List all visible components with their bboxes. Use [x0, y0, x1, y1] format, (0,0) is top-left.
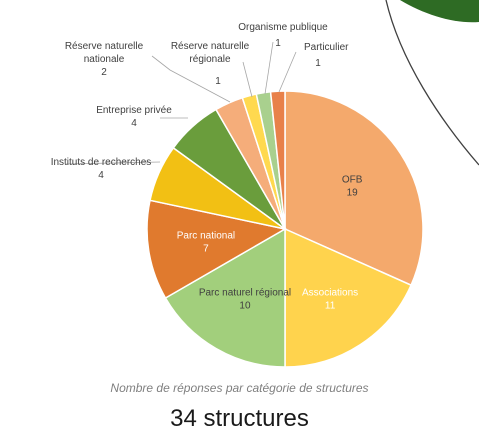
decorative-arc — [385, 0, 479, 166]
slice-value-instituts-de-recherches: 4 — [98, 170, 104, 181]
leader-line-reserve-naturelle-regionale — [242, 61, 253, 98]
slice-label-instituts-de-recherches: Instituts de recherches — [51, 157, 152, 168]
slice-value-reserve-naturelle-regionale: 1 — [215, 76, 221, 87]
leader-line-reserve-naturelle-nationale — [151, 55, 231, 103]
pie-slice-parc-naturel-regional — [164, 227, 286, 368]
total-label: structures — [203, 405, 309, 432]
slice-label-reserve-naturelle-regionale-line-1: Réserve naturelle — [171, 41, 250, 52]
slice-label-reserve-naturelle-nationale-line-2: nationale — [84, 54, 125, 65]
leader-line-instituts-de-recherches — [65, 161, 161, 165]
pie-slice-parc-national — [146, 199, 288, 300]
slice-label-entreprise-privee: Entreprise privée — [96, 105, 172, 116]
pie-slice-ofb — [284, 90, 424, 287]
slice-label-ofb: OFB — [342, 174, 363, 185]
slice-label-reserve-naturelle-nationale-line-1: Réserve naturelle — [65, 41, 144, 52]
slice-value-parc-naturel-regional: 10 — [239, 300, 251, 311]
leader-lines — [65, 41, 297, 165]
leader-line-organisme-publique — [264, 41, 274, 95]
slice-label-associations: Associations — [302, 287, 358, 298]
slice-value-associations: 11 — [325, 300, 336, 311]
total-number: 34 — [170, 405, 197, 432]
slice-label-parc-national: Parc national — [177, 231, 235, 242]
leader-line-particulier — [278, 51, 297, 93]
slice-value-reserve-naturelle-nationale: 2 — [101, 67, 107, 78]
decorative-green-shape — [400, 0, 479, 23]
slice-label-particulier: Particulier — [304, 42, 349, 53]
chart-caption: Nombre de réponses par catégorie de stru… — [110, 381, 369, 395]
slice-label-organisme-publique: Organisme publique — [238, 22, 328, 33]
pie-slices — [146, 90, 424, 368]
pie-slice-particulier — [269, 90, 286, 230]
slice-value-particulier: 1 — [315, 58, 321, 69]
slice-value-entreprise-privee: 4 — [131, 118, 137, 129]
slice-value-parc-national: 7 — [203, 244, 209, 255]
slice-value-ofb: 19 — [347, 187, 359, 198]
total-structures: 34 structures — [0, 405, 479, 433]
slice-label-reserve-naturelle-regionale-line-2: régionale — [189, 54, 231, 65]
pie-slice-associations — [284, 227, 413, 368]
slice-label-parc-naturel-regional: Parc naturel régional — [199, 287, 291, 298]
slice-value-organisme-publique: 1 — [275, 38, 281, 49]
